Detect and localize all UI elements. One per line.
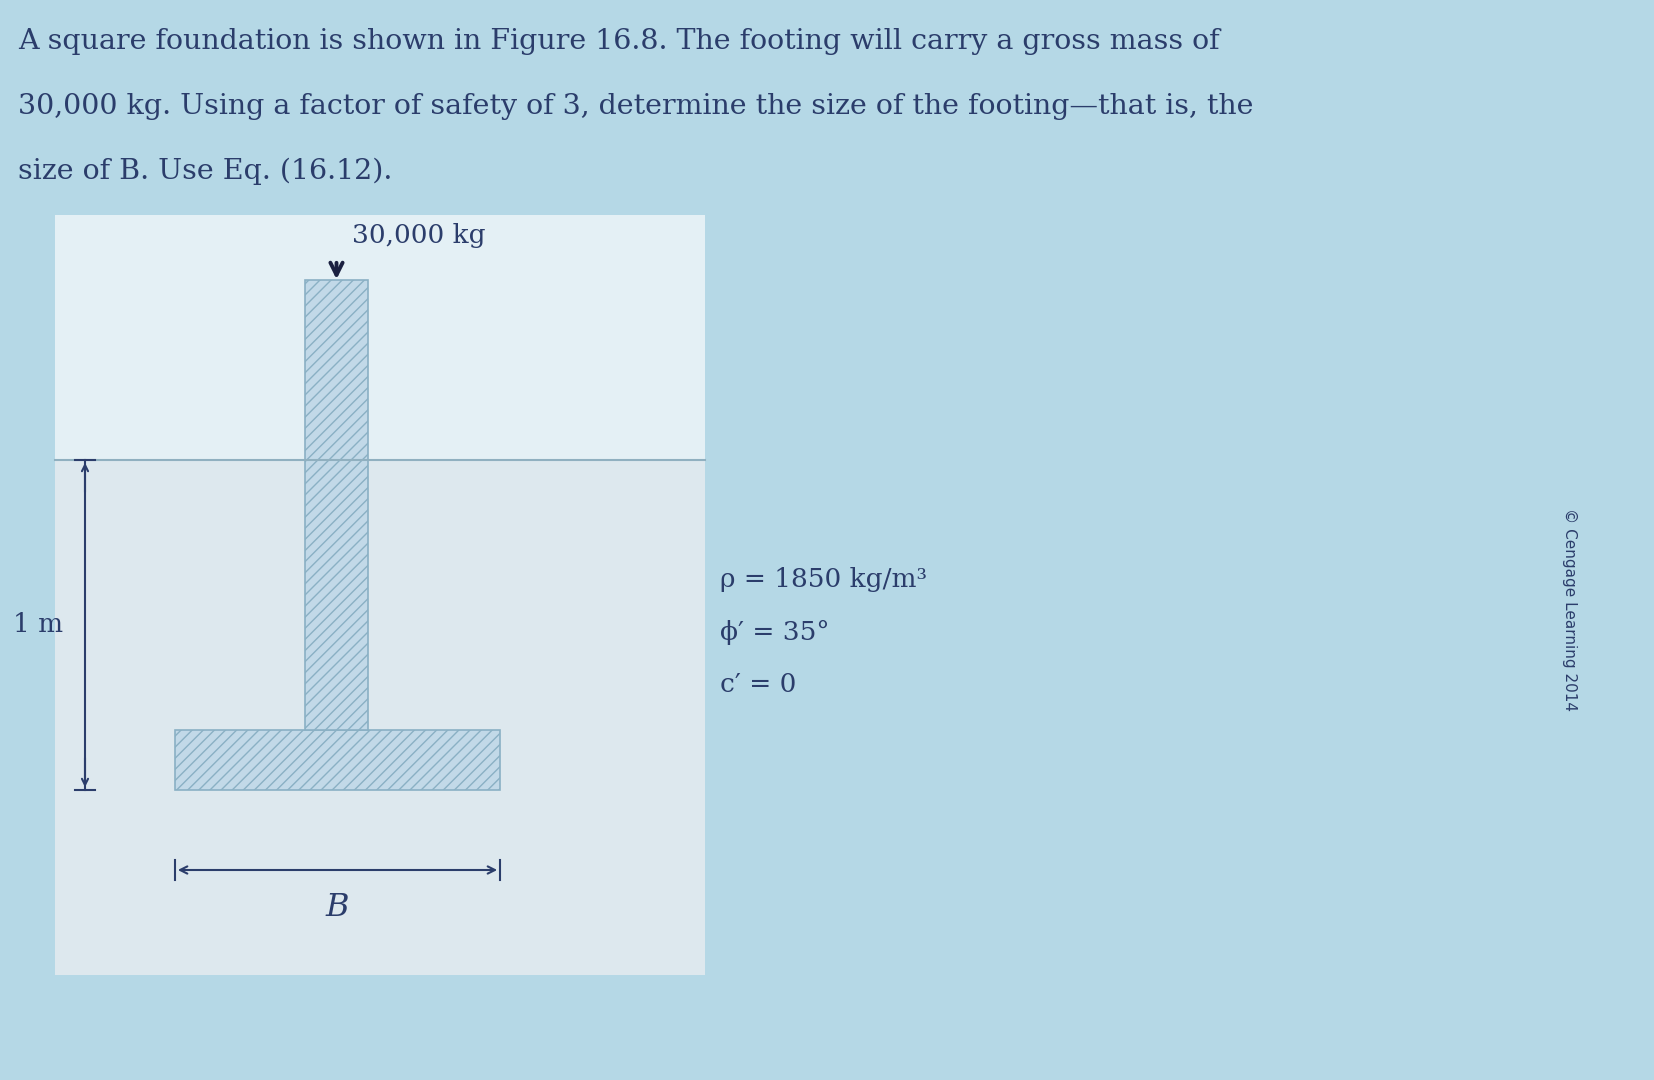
Text: 1 m: 1 m: [13, 612, 63, 637]
Bar: [175, 730, 500, 789]
Bar: [55, 215, 705, 460]
Text: c′ = 0: c′ = 0: [719, 672, 796, 697]
Text: size of B. Use Eq. (16.12).: size of B. Use Eq. (16.12).: [18, 158, 392, 186]
Text: ρ = 1850 kg/m³: ρ = 1850 kg/m³: [719, 567, 928, 593]
Bar: [304, 280, 367, 730]
Text: 30,000 kg. Using a factor of safety of 3, determine the size of the footing—that: 30,000 kg. Using a factor of safety of 3…: [18, 93, 1254, 120]
Text: B: B: [326, 892, 349, 923]
Bar: [55, 460, 705, 975]
Text: A square foundation is shown in Figure 16.8. The footing will carry a gross mass: A square foundation is shown in Figure 1…: [18, 28, 1219, 55]
Text: 30,000 kg: 30,000 kg: [352, 222, 485, 248]
Text: © Cengage Learning 2014: © Cengage Learning 2014: [1563, 509, 1578, 712]
Text: ϕ′ = 35°: ϕ′ = 35°: [719, 620, 830, 645]
